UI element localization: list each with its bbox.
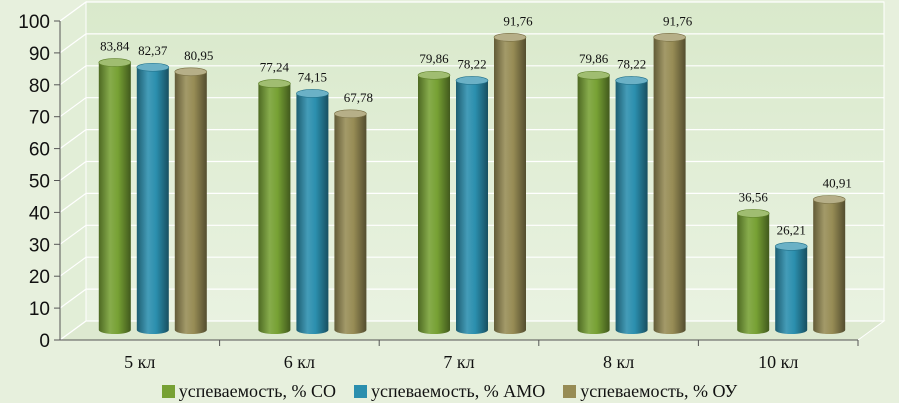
data-label: 82,37 bbox=[138, 43, 168, 58]
bar-top bbox=[334, 109, 367, 119]
bar-top bbox=[736, 209, 770, 218]
bar-so bbox=[258, 83, 291, 334]
bar-top bbox=[577, 70, 610, 80]
bar-amo bbox=[456, 80, 488, 334]
gridline bbox=[59, 65, 884, 86]
bar-chart: 0 10 20 30 40 50 60 70 80 90 100 83,84 82,37 80,95 5 к… bbox=[18, 1, 886, 372]
data-label: 80,95 bbox=[184, 48, 213, 63]
bar-ou bbox=[813, 199, 846, 334]
bar-so bbox=[98, 62, 131, 334]
bar-top bbox=[455, 76, 489, 85]
gridline bbox=[59, 33, 884, 54]
bar-top bbox=[812, 195, 846, 204]
x-tick-label: 7 кл bbox=[443, 352, 474, 372]
bar-top bbox=[774, 242, 808, 251]
y-tick-label: 10 bbox=[29, 299, 50, 320]
data-label: 91,76 bbox=[503, 13, 533, 28]
legend-label-ou: успеваемость, % ОУ bbox=[580, 381, 738, 401]
data-label: 74,15 bbox=[298, 69, 327, 84]
bar-top bbox=[653, 32, 686, 42]
legend-swatch-so bbox=[161, 385, 175, 398]
data-label: 79,86 bbox=[579, 51, 609, 66]
bar-ou bbox=[174, 71, 207, 334]
x-tick-label: 8 кл bbox=[603, 352, 634, 372]
bar-top bbox=[296, 89, 329, 98]
legend-swatch-amo bbox=[354, 385, 367, 398]
legend-swatch-ou bbox=[563, 385, 577, 398]
data-label: 83,84 bbox=[100, 39, 130, 54]
legend-label-amo: успеваемость, % АМО bbox=[371, 381, 546, 401]
data-label: 78,22 bbox=[457, 56, 486, 71]
y-tick-label: 100 bbox=[18, 12, 50, 33]
legend-label-so: успеваемость, % СО bbox=[178, 381, 336, 401]
data-label: 79,86 bbox=[419, 51, 449, 66]
x-tick-label: 6 кл bbox=[284, 352, 315, 372]
legend: успеваемость, % СО успеваемость, % АМО у… bbox=[0, 381, 899, 402]
legend-item-ou: успеваемость, % ОУ bbox=[563, 381, 737, 402]
bar-so bbox=[418, 75, 450, 335]
bar-ou bbox=[653, 37, 686, 335]
bar-amo bbox=[775, 246, 808, 334]
bar-amo bbox=[136, 67, 169, 335]
data-label: 67,78 bbox=[344, 90, 373, 105]
bar-so bbox=[577, 75, 610, 335]
x-tick-label: 10 кл bbox=[758, 352, 798, 372]
y-tick-label: 20 bbox=[29, 267, 50, 288]
bar-top bbox=[174, 67, 208, 77]
y-tick-label: 90 bbox=[29, 44, 50, 65]
y-tick-label: 30 bbox=[29, 235, 50, 256]
y-tick-label: 40 bbox=[29, 203, 50, 224]
bar-top bbox=[417, 70, 451, 80]
y-tick-label: 50 bbox=[29, 172, 50, 193]
bar-amo bbox=[615, 80, 648, 334]
bar-amo bbox=[296, 93, 329, 334]
data-label: 77,24 bbox=[260, 60, 290, 75]
bar-ou bbox=[334, 113, 367, 334]
y-tick-label: 60 bbox=[29, 140, 50, 161]
bar-top bbox=[493, 32, 527, 42]
bar-so bbox=[737, 213, 770, 334]
bar-top bbox=[258, 79, 291, 88]
legend-item-so: успеваемость, % СО bbox=[161, 381, 336, 402]
x-tick-label: 5 кл bbox=[124, 352, 155, 372]
data-label: 36,56 bbox=[739, 189, 769, 204]
bar-ou bbox=[494, 37, 526, 335]
y-tick-label: 0 bbox=[39, 331, 50, 352]
bar-top bbox=[136, 62, 170, 72]
data-label: 40,91 bbox=[823, 175, 852, 190]
y-tick-label: 70 bbox=[29, 108, 50, 129]
gridline bbox=[59, 1, 884, 22]
bar-top bbox=[98, 58, 132, 67]
legend-item-amo: успеваемость, % АМО bbox=[354, 381, 545, 402]
data-label: 78,22 bbox=[617, 56, 646, 71]
data-label: 26,21 bbox=[777, 222, 806, 237]
data-label: 91,76 bbox=[663, 13, 693, 28]
bar-top bbox=[615, 76, 648, 85]
y-tick-label: 80 bbox=[29, 76, 50, 97]
